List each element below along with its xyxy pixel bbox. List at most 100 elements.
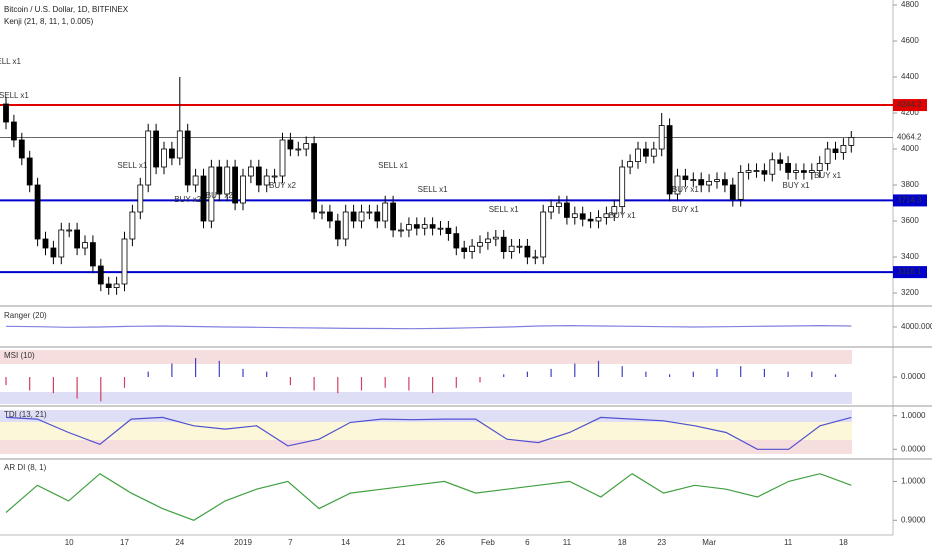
candle-body bbox=[564, 202, 570, 218]
indicator-line bbox=[5, 324, 852, 330]
y-tick-label: 3800 bbox=[901, 180, 919, 189]
x-tick-label: Mar bbox=[702, 538, 716, 547]
x-tick-label: 17 bbox=[120, 538, 129, 547]
level-label: 4244.2 bbox=[897, 100, 922, 109]
candle-body bbox=[374, 211, 381, 222]
candle-body bbox=[706, 180, 712, 186]
candle-body bbox=[761, 170, 768, 175]
y-tick-label: 3600 bbox=[901, 216, 919, 225]
candle-body bbox=[532, 256, 539, 259]
candle-body bbox=[232, 166, 239, 204]
candle-body bbox=[674, 175, 681, 195]
level-label: 3714.3 bbox=[897, 196, 922, 205]
candle-body bbox=[255, 166, 262, 186]
y-tick-label: 4800 bbox=[901, 0, 919, 9]
candle-body bbox=[97, 265, 104, 285]
candle-body bbox=[840, 144, 847, 153]
candle-body bbox=[390, 202, 397, 231]
y-tick-label: 1.0000 bbox=[901, 477, 926, 486]
candle-body bbox=[192, 175, 199, 186]
candle-body bbox=[737, 171, 744, 200]
candle-body bbox=[18, 139, 25, 159]
candle-body bbox=[603, 213, 610, 218]
x-tick-label: 18 bbox=[839, 538, 848, 547]
candle-body bbox=[579, 213, 586, 220]
candle-body bbox=[200, 175, 207, 222]
candle-body bbox=[303, 143, 310, 150]
signal-label: SELL x1 bbox=[489, 205, 519, 214]
signal-label: BUY x2 bbox=[206, 191, 234, 200]
tdi-mid-band bbox=[0, 422, 852, 440]
candle-body bbox=[611, 206, 618, 215]
x-tick-label: 14 bbox=[341, 538, 350, 547]
signal-label: BUY x2 bbox=[174, 195, 202, 204]
candle-body bbox=[548, 206, 554, 213]
tdi-upper-band bbox=[0, 410, 852, 422]
level-label: 4064.2 bbox=[897, 133, 922, 142]
candle-body bbox=[334, 220, 341, 240]
candle-body bbox=[793, 170, 799, 173]
indicator-line bbox=[5, 416, 852, 450]
candle-body bbox=[556, 202, 562, 207]
candle-body bbox=[271, 175, 278, 178]
signal-label: SELL x1 bbox=[378, 161, 408, 170]
y-tick-label: 4600 bbox=[901, 36, 919, 45]
candle-body bbox=[801, 170, 807, 173]
candle-body bbox=[729, 184, 736, 200]
candle-body bbox=[627, 161, 633, 168]
candle-body bbox=[366, 211, 373, 214]
candle-body bbox=[311, 143, 318, 213]
candle-body bbox=[619, 166, 626, 207]
x-tick-label: 11 bbox=[563, 538, 572, 547]
candle-body bbox=[492, 236, 499, 240]
candle-body bbox=[137, 184, 144, 213]
candle-body bbox=[358, 211, 365, 222]
candle-body bbox=[690, 179, 697, 182]
x-tick-label: 18 bbox=[618, 538, 627, 547]
candle-body bbox=[753, 170, 760, 173]
level-tag bbox=[893, 266, 927, 279]
candle-body bbox=[745, 170, 752, 173]
candle-body bbox=[287, 139, 294, 150]
candle-body bbox=[224, 166, 231, 195]
candle-body bbox=[3, 103, 9, 123]
candle-body bbox=[413, 224, 420, 229]
signal-label: SELL x1 bbox=[418, 185, 448, 194]
candle-body bbox=[34, 184, 41, 240]
candle-body bbox=[74, 229, 80, 249]
signal-label: BUY x2 bbox=[269, 181, 297, 190]
chart-title: Bitcoin / U.S. Dollar, 1D, BITFINEX bbox=[4, 5, 129, 14]
candle-body bbox=[571, 213, 578, 218]
candle-body bbox=[477, 242, 483, 247]
candle-body bbox=[698, 179, 705, 186]
candle-body bbox=[540, 211, 547, 258]
x-tick-label: 2019 bbox=[234, 538, 252, 547]
candle-body bbox=[445, 227, 452, 234]
candle-body bbox=[66, 229, 73, 232]
x-tick-label: 6 bbox=[525, 538, 530, 547]
signal-label: BUY x1 bbox=[672, 205, 700, 214]
candle-body bbox=[429, 224, 436, 229]
candle-body bbox=[58, 229, 65, 258]
candle-body bbox=[635, 148, 641, 162]
panel-separators bbox=[0, 305, 932, 460]
y-tick-label: 3200 bbox=[901, 288, 919, 297]
candle-body bbox=[777, 159, 784, 164]
msi-upper-band bbox=[0, 350, 852, 364]
candle-body bbox=[342, 211, 349, 240]
candle-body bbox=[714, 179, 720, 182]
signal-label: SELL x1 bbox=[0, 91, 29, 100]
panel-title: AR DI (8, 1) bbox=[4, 463, 47, 472]
level-tag bbox=[893, 99, 927, 112]
signal-label: SELL x1 bbox=[117, 161, 147, 170]
candle-body bbox=[508, 245, 515, 252]
candle-body bbox=[848, 137, 855, 146]
candle-body bbox=[326, 211, 333, 222]
y-tick-label: 4000.0000 bbox=[901, 322, 932, 331]
candle-body bbox=[437, 227, 444, 230]
y-tick-label: 4000 bbox=[901, 144, 919, 153]
candle-body bbox=[500, 236, 507, 252]
candle-body bbox=[658, 125, 665, 150]
y-tick-label: 0.0000 bbox=[901, 372, 926, 381]
